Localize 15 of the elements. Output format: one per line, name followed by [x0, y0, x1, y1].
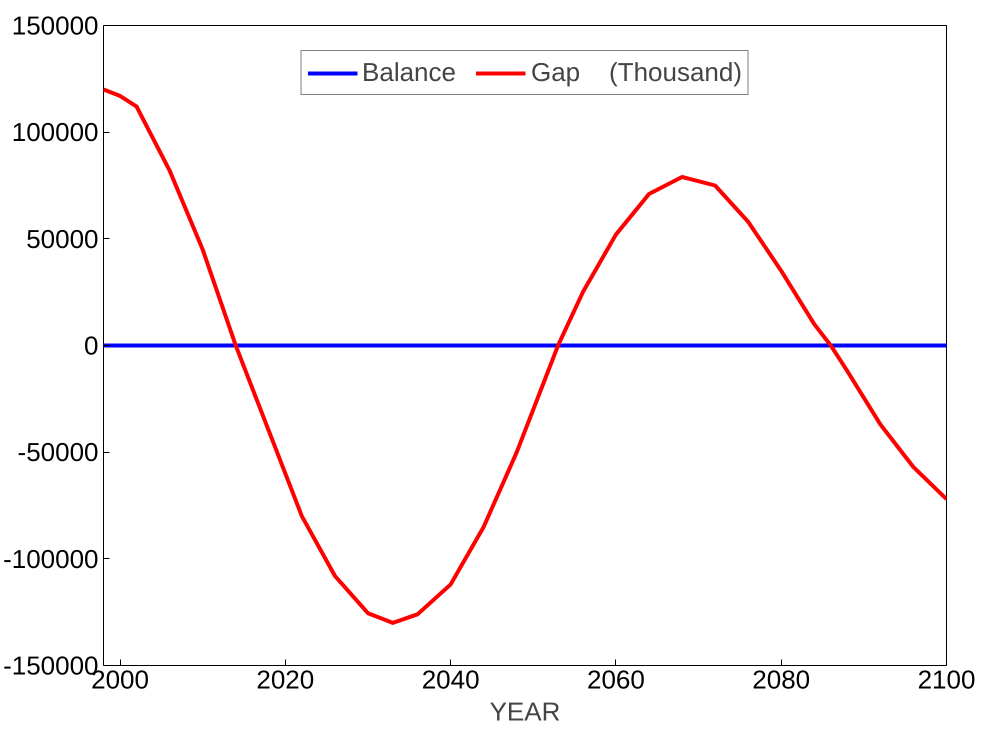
legend-label: Gap (Thousand) — [530, 57, 742, 88]
y-tick-label: 100000 — [12, 117, 99, 148]
x-tick-label: 2060 — [586, 664, 645, 694]
y-tick-label: 50000 — [26, 224, 99, 254]
y-tick-label: 150000 — [12, 10, 99, 40]
legend-label: Balance — [362, 57, 456, 88]
x-tick-label: 2100 — [918, 664, 976, 694]
y-tick-label: -50000 — [18, 437, 99, 468]
line-series — [104, 88, 946, 625]
x-tick-label: 2080 — [752, 664, 810, 694]
y-tick-label: 0 — [84, 330, 99, 360]
x-axis-title: YEAR — [490, 696, 560, 726]
x-tick-label: 2020 — [256, 664, 314, 694]
x-tick-label: 2040 — [422, 664, 480, 694]
y-tick-label: -100000 — [3, 544, 99, 574]
